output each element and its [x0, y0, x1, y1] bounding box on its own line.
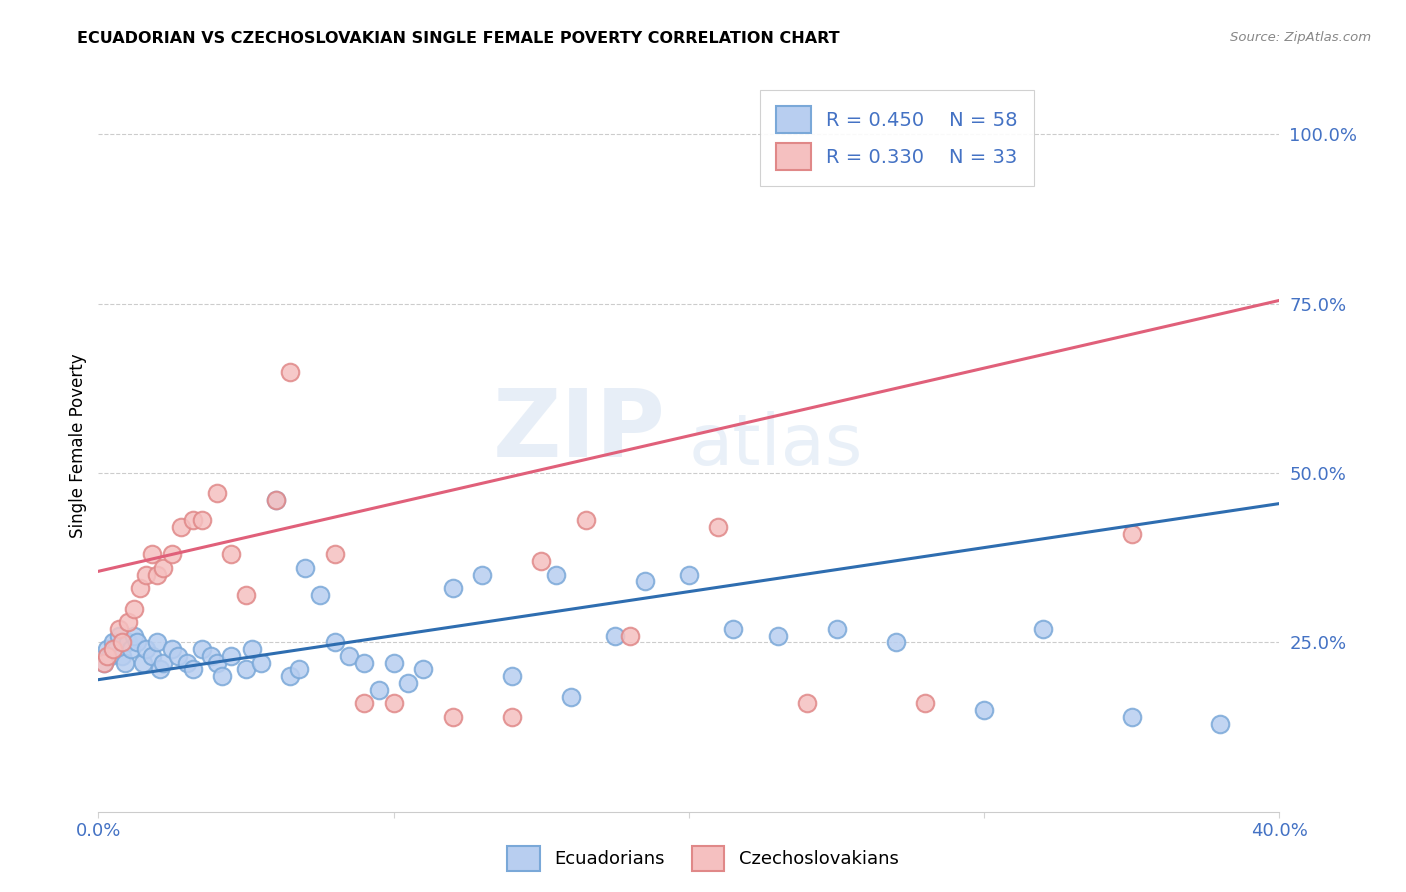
Point: [205, 486, 228, 500]
Point: [530, 554, 553, 568]
Point: [501, 710, 523, 724]
Point: [132, 656, 155, 670]
Point: [323, 547, 346, 561]
Point: [339, 648, 361, 663]
Point: [1032, 622, 1054, 636]
Point: [235, 588, 257, 602]
Point: [605, 629, 627, 643]
Text: Source: ZipAtlas.com: Source: ZipAtlas.com: [1230, 31, 1371, 45]
Point: [914, 697, 936, 711]
Point: [353, 697, 375, 711]
Point: [221, 547, 243, 561]
Point: [162, 642, 183, 657]
Y-axis label: Single Female Poverty: Single Female Poverty: [69, 354, 87, 538]
Point: [149, 663, 172, 677]
Point: [707, 520, 730, 534]
Point: [146, 635, 169, 649]
Text: ECUADORIAN VS CZECHOSLOVAKIAN SINGLE FEMALE POVERTY CORRELATION CHART: ECUADORIAN VS CZECHOSLOVAKIAN SINGLE FEM…: [77, 31, 839, 46]
Point: [1209, 716, 1232, 731]
Point: [412, 663, 434, 677]
Point: [103, 635, 125, 649]
Point: [170, 520, 193, 534]
Point: [264, 493, 287, 508]
Point: [167, 648, 190, 663]
Point: [382, 656, 405, 670]
Point: [122, 629, 145, 643]
Point: [146, 567, 169, 582]
Point: [135, 567, 157, 582]
Point: [235, 663, 257, 677]
Point: [1121, 710, 1143, 724]
Point: [162, 547, 183, 561]
Text: ZIP: ZIP: [492, 385, 665, 477]
Point: [309, 588, 332, 602]
Point: [108, 629, 131, 643]
Point: [678, 567, 700, 582]
Point: [117, 615, 139, 629]
Point: [546, 567, 568, 582]
Point: [294, 561, 316, 575]
Point: [111, 648, 134, 663]
Point: [117, 635, 139, 649]
Point: [264, 493, 287, 508]
Point: [441, 581, 464, 595]
Point: [280, 364, 302, 378]
Point: [205, 656, 228, 670]
Point: [114, 656, 136, 670]
Point: [250, 656, 273, 670]
Point: [353, 656, 375, 670]
Point: [221, 648, 243, 663]
Point: [211, 669, 233, 683]
Point: [240, 642, 263, 657]
Point: [141, 547, 163, 561]
Legend: R = 0.450    N = 58, R = 0.330    N = 33: R = 0.450 N = 58, R = 0.330 N = 33: [761, 90, 1033, 186]
Point: [471, 567, 494, 582]
Point: [176, 656, 198, 670]
Point: [181, 663, 204, 677]
Point: [619, 629, 641, 643]
Point: [280, 669, 302, 683]
Point: [96, 648, 118, 663]
Point: [105, 642, 128, 657]
Point: [501, 669, 523, 683]
Point: [120, 642, 142, 657]
Legend: Ecuadorians, Czechoslovakians: Ecuadorians, Czechoslovakians: [501, 838, 905, 879]
Point: [108, 622, 131, 636]
Point: [93, 656, 115, 670]
Point: [181, 514, 204, 528]
Point: [723, 622, 745, 636]
Point: [111, 635, 134, 649]
Point: [634, 574, 657, 589]
Point: [560, 690, 582, 704]
Point: [200, 648, 222, 663]
Point: [152, 656, 174, 670]
Point: [103, 642, 125, 657]
Point: [323, 635, 346, 649]
Point: [135, 642, 157, 657]
Point: [128, 581, 150, 595]
Point: [575, 514, 598, 528]
Point: [141, 648, 163, 663]
Point: [825, 622, 848, 636]
Point: [973, 703, 995, 717]
Point: [368, 682, 391, 697]
Point: [98, 648, 121, 663]
Point: [125, 635, 148, 649]
Point: [441, 710, 464, 724]
Point: [191, 514, 214, 528]
Point: [382, 697, 405, 711]
Point: [93, 656, 115, 670]
Point: [796, 697, 818, 711]
Point: [398, 676, 420, 690]
Point: [288, 663, 311, 677]
Point: [152, 561, 174, 575]
Point: [884, 635, 907, 649]
Point: [191, 642, 214, 657]
Point: [122, 601, 145, 615]
Point: [1121, 527, 1143, 541]
Text: atlas: atlas: [689, 411, 863, 481]
Point: [96, 642, 118, 657]
Point: [766, 629, 789, 643]
